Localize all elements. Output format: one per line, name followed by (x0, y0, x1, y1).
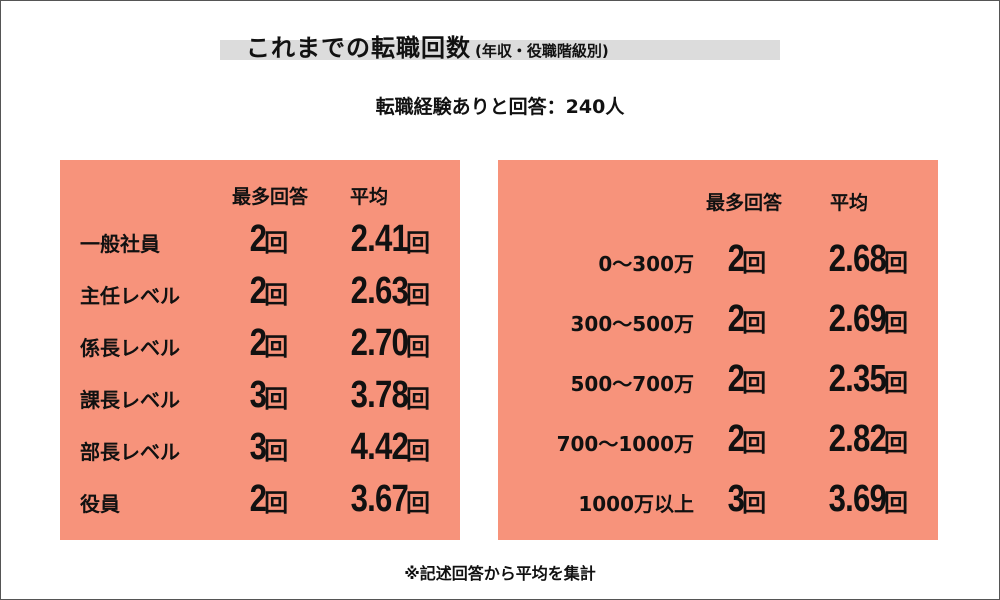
row-label: 役員 (80, 492, 120, 516)
mode-unit: 回 (264, 385, 289, 413)
mode-unit: 回 (742, 429, 767, 457)
chart-subtitle: 転職経験ありと回答：240人 (375, 96, 625, 118)
mode-value: 2回 (724, 298, 767, 341)
average-number: 2.63 (350, 270, 409, 312)
row-label: 1000万以上 (578, 492, 694, 516)
average-unit: 回 (405, 385, 430, 413)
mode-unit: 回 (742, 309, 767, 337)
average-value: 2.63回 (338, 270, 430, 313)
income-table-panel: 最多回答 平均 0〜300万 2回 2.68回 300〜500万 2回 2.69回 500〜… (498, 160, 938, 540)
average-value: 3.69回 (816, 478, 908, 521)
average-number: 2.68 (828, 238, 887, 280)
position-table-panel: 最多回答 平均 一般社員 2回 2.41回 主任レベル 2回 2.63回 係長レベル 2回 2.… (60, 160, 460, 540)
average-number: 2.82 (828, 418, 887, 460)
average-unit: 回 (405, 437, 430, 465)
mode-number: 3 (249, 374, 267, 416)
chart-title-sub: (年収・役職階級別) (475, 42, 609, 60)
average-number: 2.69 (828, 298, 887, 340)
average-number: 4.42 (350, 426, 409, 468)
mode-value: 2回 (246, 270, 289, 313)
chart-title: これまでの転職回数 (年収・役職階級別) (246, 28, 609, 63)
row-label: 主任レベル (80, 284, 180, 308)
mode-value: 2回 (246, 218, 289, 261)
mode-unit: 回 (742, 249, 767, 277)
mode-unit: 回 (264, 229, 289, 257)
row-label: 0〜300万 (598, 252, 694, 276)
average-unit: 回 (405, 281, 430, 309)
row-label: 300〜500万 (570, 312, 695, 336)
mode-value: 3回 (246, 374, 289, 417)
title-highlight-band (220, 40, 780, 60)
average-unit: 回 (883, 309, 908, 337)
average-value: 3.78回 (338, 374, 430, 417)
mode-value: 2回 (724, 238, 767, 281)
average-value: 2.68回 (816, 238, 908, 281)
average-unit: 回 (883, 249, 908, 277)
average-unit: 回 (883, 429, 908, 457)
row-label: 課長レベル (80, 388, 180, 412)
average-number: 2.35 (828, 358, 887, 400)
row-label: 700〜1000万 (556, 432, 694, 456)
average-unit: 回 (405, 489, 430, 517)
average-unit: 回 (405, 229, 430, 257)
mode-unit: 回 (742, 369, 767, 397)
mode-number: 2 (727, 418, 745, 460)
row-label: 部長レベル (80, 440, 180, 464)
footnote: ※記述回答から平均を集計 (404, 564, 596, 583)
header-mode: 最多回答 (706, 192, 783, 214)
average-value: 2.82回 (816, 418, 908, 461)
mode-value: 2回 (246, 322, 289, 365)
header-average: 平均 (830, 192, 869, 214)
row-label: 一般社員 (80, 232, 160, 256)
mode-number: 2 (249, 322, 267, 364)
average-unit: 回 (883, 489, 908, 517)
mode-value: 2回 (246, 478, 289, 521)
row-label: 500〜700万 (570, 372, 695, 396)
average-unit: 回 (883, 369, 908, 397)
mode-number: 3 (249, 426, 267, 468)
header-average: 平均 (350, 186, 389, 208)
average-value: 2.70回 (338, 322, 430, 365)
mode-number: 2 (727, 358, 745, 400)
mode-unit: 回 (264, 489, 289, 517)
mode-number: 2 (727, 238, 745, 280)
average-value: 3.67回 (338, 478, 430, 521)
mode-value: 2回 (724, 418, 767, 461)
mode-unit: 回 (264, 333, 289, 361)
header-mode: 最多回答 (232, 186, 309, 208)
mode-number: 3 (727, 478, 745, 520)
mode-number: 2 (249, 478, 267, 520)
mode-unit: 回 (742, 489, 767, 517)
average-number: 2.41 (350, 218, 409, 260)
average-number: 3.67 (350, 478, 409, 520)
average-number: 3.78 (350, 374, 409, 416)
mode-value: 3回 (246, 426, 289, 469)
row-label: 係長レベル (80, 336, 180, 360)
average-value: 4.42回 (338, 426, 430, 469)
mode-unit: 回 (264, 281, 289, 309)
mode-number: 2 (249, 270, 267, 312)
average-number: 2.70 (350, 322, 409, 364)
average-value: 2.41回 (338, 218, 430, 261)
mode-number: 2 (727, 298, 745, 340)
mode-unit: 回 (264, 437, 289, 465)
chart-title-main: これまでの転職回数 (246, 34, 471, 62)
average-unit: 回 (405, 333, 430, 361)
mode-number: 2 (249, 218, 267, 260)
average-value: 2.69回 (816, 298, 908, 341)
mode-value: 2回 (724, 358, 767, 401)
average-value: 2.35回 (816, 358, 908, 401)
average-number: 3.69 (828, 478, 887, 520)
mode-value: 3回 (724, 478, 767, 521)
